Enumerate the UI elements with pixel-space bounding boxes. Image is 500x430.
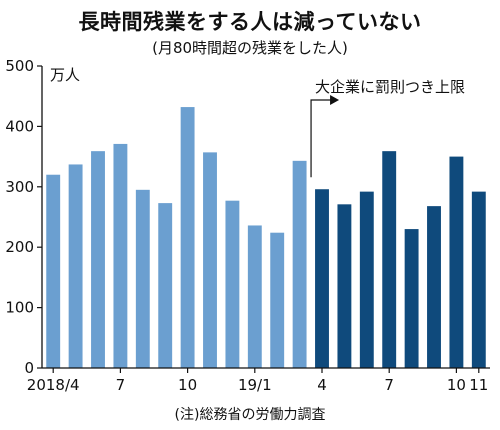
annotation: 大企業に罰則つき上限 [310, 78, 465, 178]
x-tick-label: 4 [317, 376, 327, 394]
bar-2018/8 [135, 189, 150, 368]
bar-2018/4 [46, 174, 61, 368]
bar-2019/4 [315, 189, 329, 368]
x-tick-label: 10 [447, 376, 466, 394]
annotation-arrow [310, 99, 333, 178]
bar-2019/1 [247, 225, 262, 368]
bar-2018/6 [91, 151, 105, 368]
y-tick-label: 200 [5, 238, 34, 256]
bar-2019/6 [359, 191, 374, 368]
bar-2019/8 [404, 229, 419, 368]
y-tick-label: 100 [5, 299, 34, 317]
annotation-label: 大企業に罰則つき上限 [315, 78, 465, 96]
bar-2019/2 [270, 232, 285, 368]
chart-subtitle: (月80時間超の残業をした人) [152, 39, 348, 57]
source-note: (注)総務省の労働力調査 [174, 407, 326, 423]
bar-2019/11 [471, 191, 486, 368]
x-tick-label: 10 [178, 376, 197, 394]
y-tick-label: 500 [5, 57, 34, 75]
x-tick-label: 19/1 [238, 376, 272, 394]
x-tick-label: 7 [116, 376, 126, 394]
bar-2018/10 [180, 107, 195, 368]
bar-2019/7 [382, 151, 397, 368]
bar-2019/3 [292, 160, 307, 368]
bar-2018/12 [225, 200, 240, 368]
annotation-arrowhead [330, 95, 340, 105]
bar-2018/9 [158, 203, 173, 368]
x-tick-label: 2018/4 [27, 376, 80, 394]
y-axis-unit-label: 万人 [50, 66, 80, 84]
bar-2018/7 [113, 143, 128, 368]
y-tick-label: 300 [5, 178, 34, 196]
y-tick-label: 0 [24, 359, 34, 377]
y-tick-label: 400 [5, 117, 34, 135]
bar-2018/5 [68, 164, 83, 368]
x-axis: 2018/4 7 10 19/1 4 7 10 11 [27, 367, 490, 394]
chart-title: 長時間残業をする人は減っていない [78, 10, 422, 34]
bar-2019/5 [337, 204, 352, 368]
bar-2019/10 [449, 156, 464, 368]
bar-2018/11 [203, 152, 217, 368]
bar-2019/9 [427, 206, 441, 368]
bar-group [46, 107, 486, 368]
y-axis: 0 100 200 300 400 500 [5, 57, 43, 377]
x-tick-label: 11 [469, 376, 488, 394]
x-tick-label: 7 [384, 376, 394, 394]
